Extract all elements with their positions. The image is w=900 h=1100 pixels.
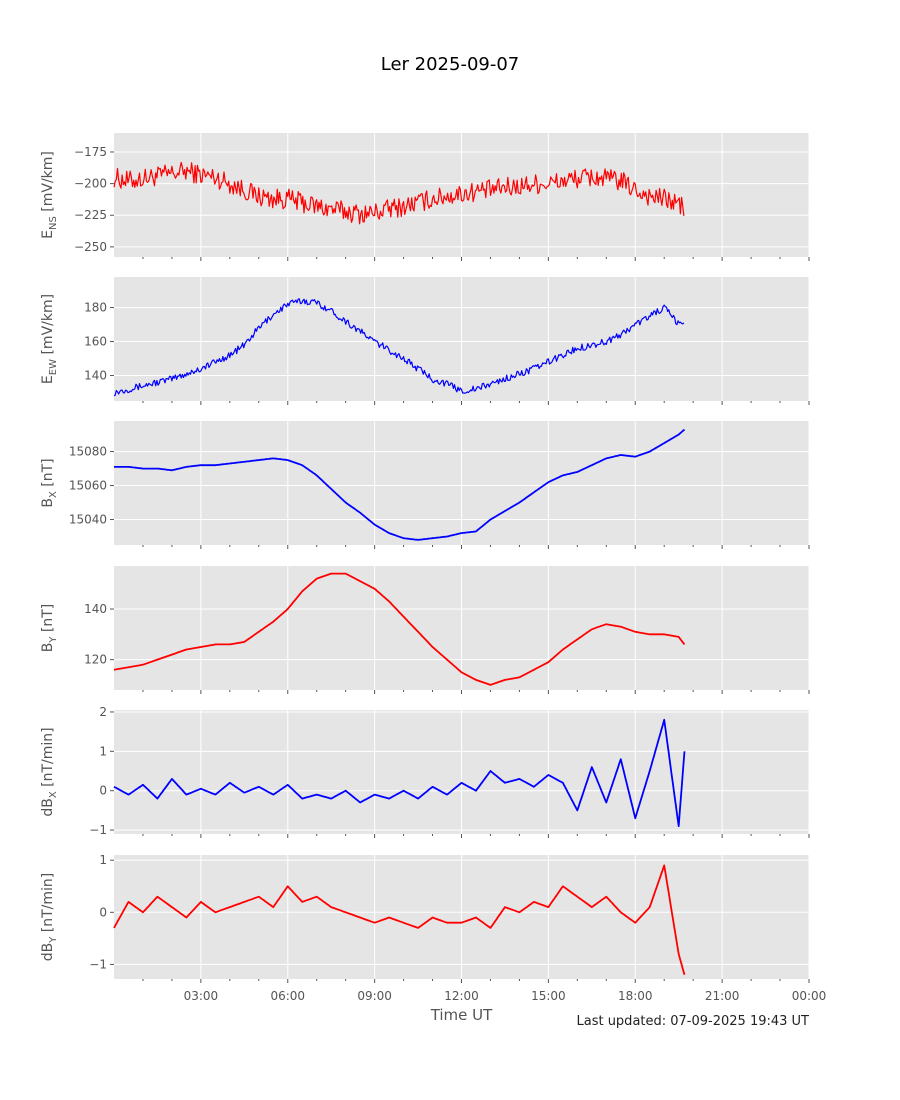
series-line-dbx [113, 718, 686, 827]
y-axis-label: EEW [mV/km] [40, 294, 59, 384]
x-axis-label: Time UT [430, 1006, 493, 1024]
y-axis-label: dBY [nT/min] [40, 873, 59, 962]
chart-title: Ler 2025-09-07 [381, 54, 520, 75]
series-line-dby [113, 864, 686, 976]
panel-bx: 15040 15060 15080 BX [nT] [40, 421, 810, 549]
panel-dby: 03:00 06:00 09:00 12:00 15:00 18:00 21:00 00:00… [40, 853, 826, 1003]
panel-ens: −175 −200 −225 −250 ENS [mV/km] [40, 133, 810, 261]
y-tick-label: 140 [84, 602, 107, 616]
y-tick-label: 0 [99, 784, 107, 798]
x-tick-label: 21:00 [705, 989, 740, 1003]
x-tick-label: 18:00 [618, 989, 653, 1003]
series-line-eew [113, 298, 685, 397]
y-tick-label: 140 [84, 369, 107, 383]
x-tick-label: 06:00 [270, 989, 305, 1003]
y-tick-label: 1 [99, 853, 107, 867]
panel-by: 120 140 BY [nT] [40, 566, 810, 694]
last-updated-text: Last updated: 07-09-2025 19:43 UT [576, 1014, 809, 1029]
y-tick-label: −175 [74, 145, 107, 159]
y-tick-label: −1 [89, 957, 107, 971]
y-axis-label: BX [nT] [40, 458, 59, 507]
y-axis-label: BY [nT] [40, 604, 59, 653]
panel-dbx: −1 0 1 2 dBX [nT/min] [40, 705, 810, 838]
y-tick-label: 1 [99, 744, 107, 758]
x-tick-label: 12:00 [444, 989, 479, 1003]
y-tick-label: −200 [74, 177, 107, 191]
y-axis-label: dBX [nT/min] [40, 727, 59, 816]
series-line-by [113, 572, 686, 686]
y-axis-label: ENS [mV/km] [40, 151, 59, 239]
y-tick-label: 180 [84, 301, 107, 315]
x-tick-label: 15:00 [531, 989, 566, 1003]
series-line-ens [113, 161, 685, 225]
x-tick-label: 00:00 [792, 989, 827, 1003]
panels: −175 −200 −225 −250 ENS [mV/km] 140 160 180 EEW … [40, 133, 826, 1003]
y-tick-label: 120 [84, 653, 107, 667]
y-tick-label: −1 [89, 823, 107, 837]
y-tick-label: −225 [74, 208, 107, 222]
series-line-bx [114, 428, 686, 541]
x-tick-label: 09:00 [357, 989, 392, 1003]
x-tick-label: 03:00 [184, 989, 219, 1003]
y-tick-label: 15080 [69, 445, 107, 459]
y-tick-label: 0 [99, 905, 107, 919]
y-tick-label: 15060 [69, 479, 107, 493]
y-tick-label: −250 [74, 240, 107, 254]
y-tick-label: 160 [84, 335, 107, 349]
y-tick-label: 2 [99, 705, 107, 719]
panel-eew: 140 160 180 EEW [mV/km] [40, 277, 810, 405]
y-tick-label: 15040 [69, 513, 107, 527]
